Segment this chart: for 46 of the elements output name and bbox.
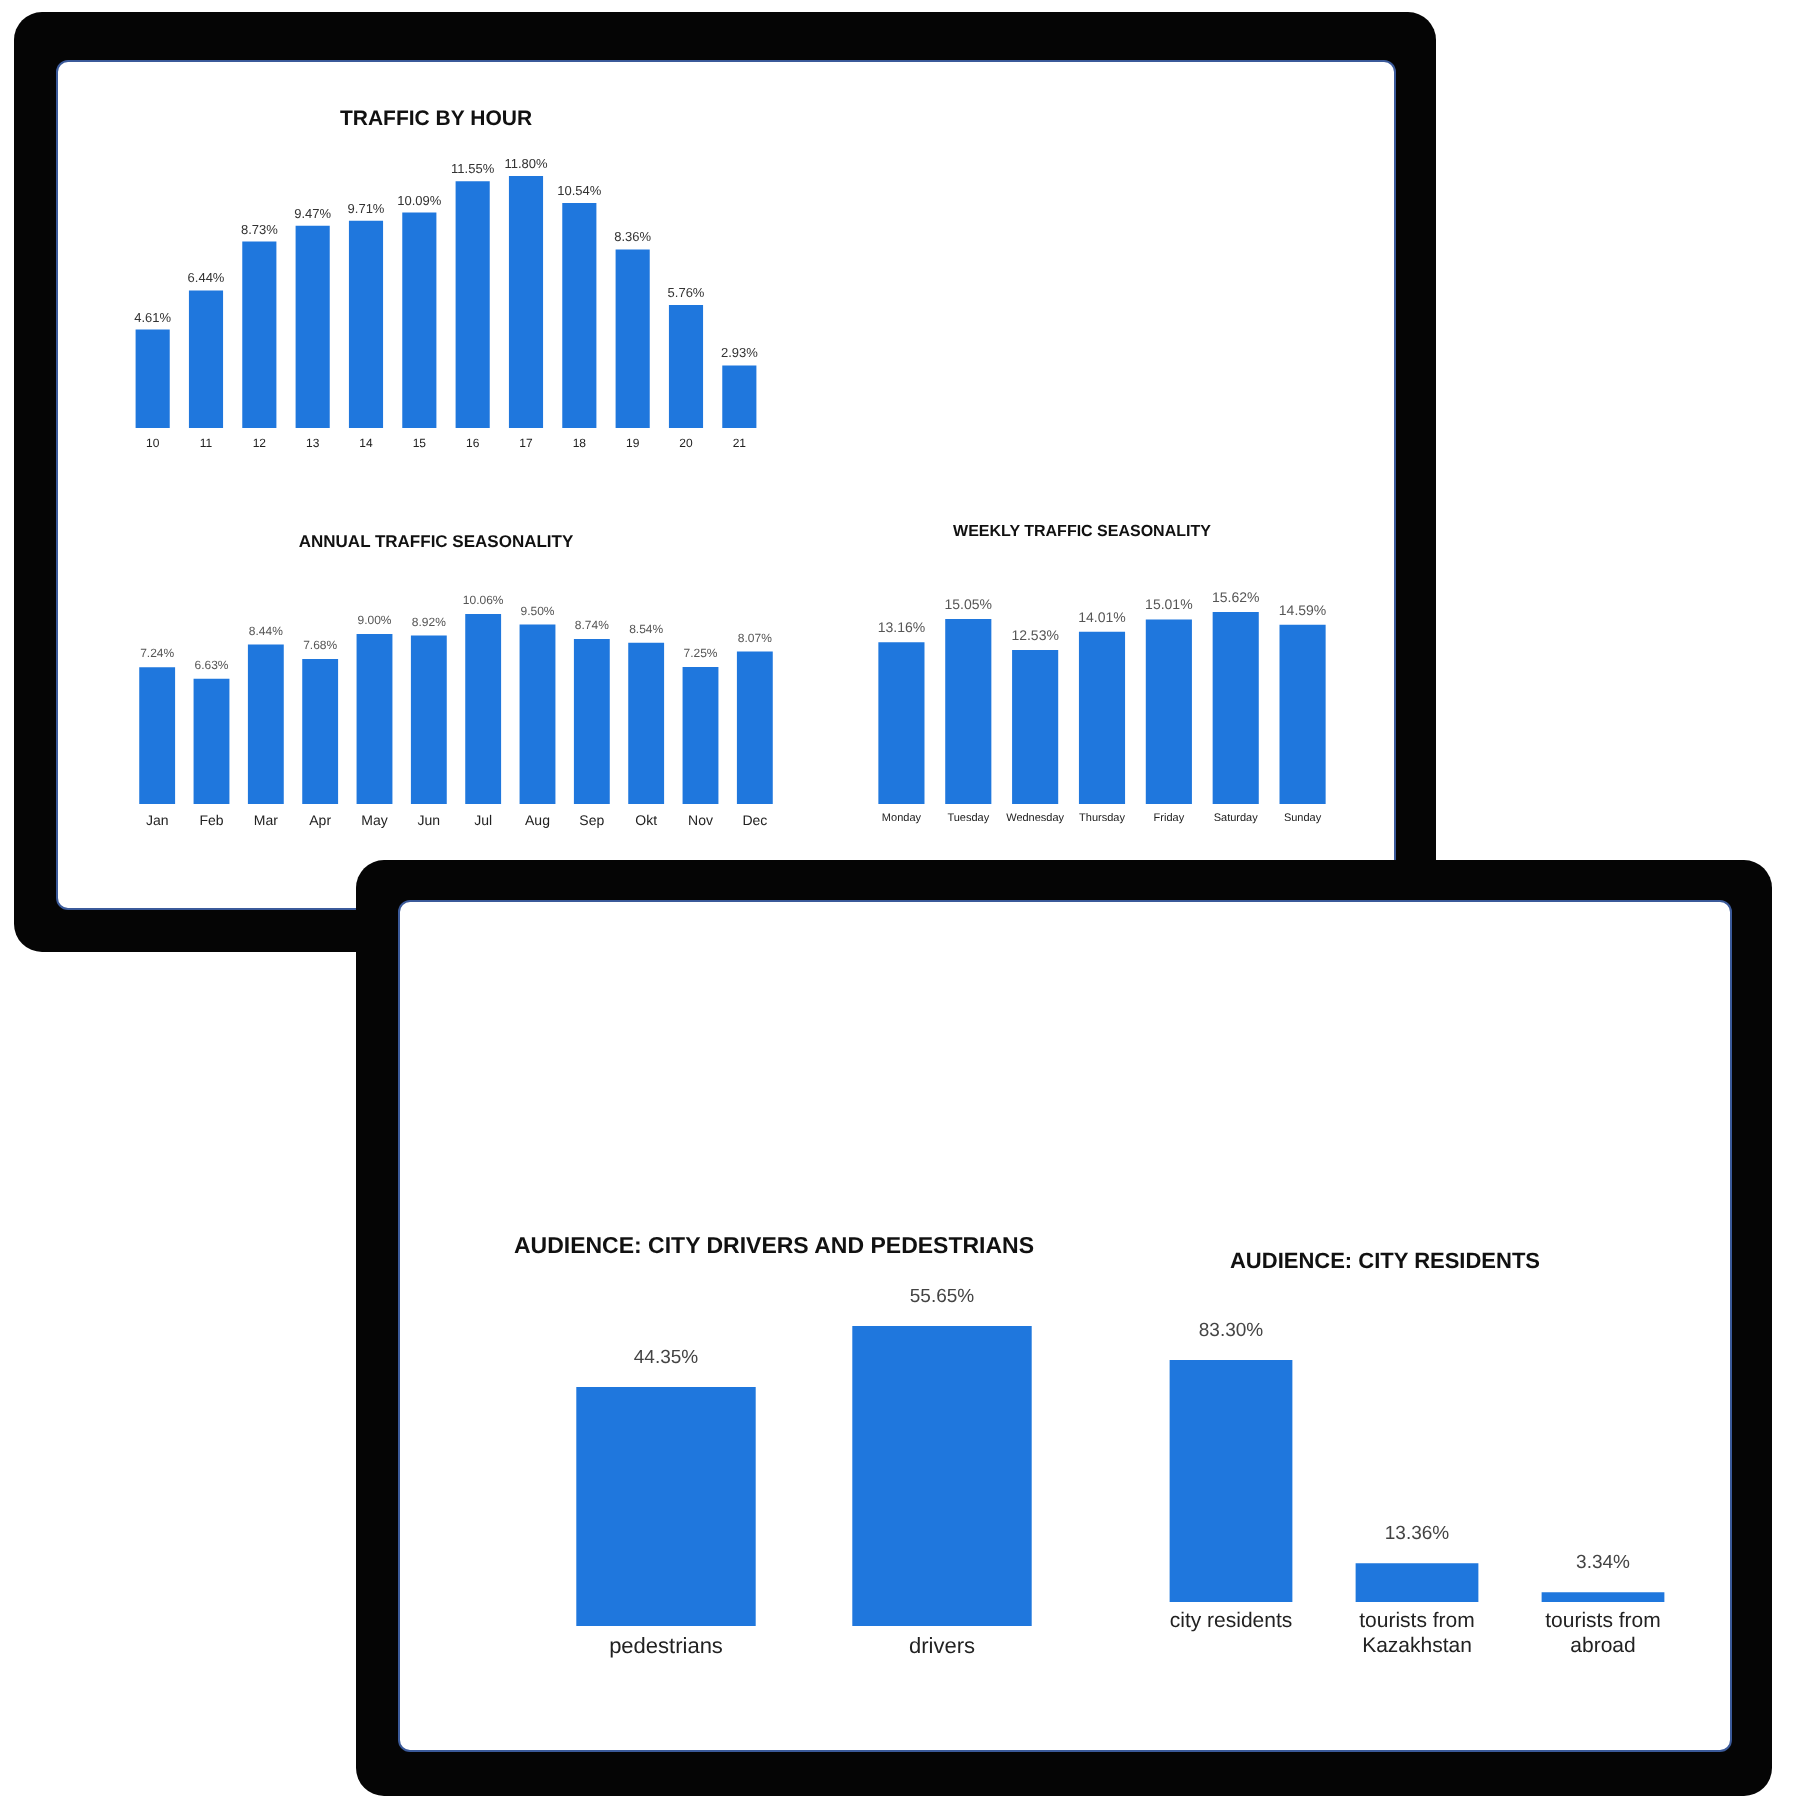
bar <box>1145 619 1192 804</box>
data-label: 44.35% <box>633 1346 700 1369</box>
bar <box>1279 624 1326 804</box>
bar <box>465 614 502 804</box>
bar <box>295 225 330 428</box>
bar <box>945 619 992 804</box>
bar <box>1078 631 1126 804</box>
x-tick-label: drivers <box>908 1635 976 1659</box>
bar <box>410 635 447 804</box>
bar <box>1012 649 1059 804</box>
data-label: 83.30% <box>1198 1320 1265 1342</box>
bar <box>139 667 176 804</box>
bar <box>615 249 650 428</box>
bar <box>508 176 544 428</box>
chart-title: AUDIENCE: CITY DRIVERS AND PEDESTRIANS <box>513 1235 1035 1259</box>
x-tick-label: pedestrians <box>609 1635 724 1659</box>
bar <box>878 642 925 804</box>
bar <box>402 212 437 428</box>
bar <box>722 365 757 428</box>
bar <box>736 651 773 804</box>
bar <box>682 667 719 804</box>
x-tick-label: tourists from Kazakhstan <box>1359 1609 1476 1659</box>
x-tick-label: tourists from abroad <box>1545 1609 1662 1659</box>
bar <box>247 644 284 804</box>
x-tick-label: city residents <box>1169 1609 1293 1633</box>
bar <box>348 220 384 428</box>
bar <box>242 241 277 428</box>
bar <box>302 658 339 804</box>
bar <box>668 304 704 428</box>
bar <box>573 638 610 804</box>
chart-title: AUDIENCE: CITY RESIDENTS <box>1229 1250 1541 1274</box>
bar <box>356 634 393 804</box>
chart-title: TRAFFIC BY HOUR <box>339 107 533 131</box>
data-label: 13.36% <box>1384 1523 1451 1546</box>
bar <box>562 202 597 428</box>
data-label: 55.65% <box>909 1286 976 1308</box>
chart-title: WEEKLY TRAFFIC SEASONALITY <box>953 522 1213 540</box>
bar <box>455 181 490 428</box>
bar <box>519 624 556 804</box>
bar <box>1212 612 1259 804</box>
bar <box>628 642 665 804</box>
bar <box>135 329 170 428</box>
bar <box>188 290 224 428</box>
bar <box>193 678 230 804</box>
chart-title: ANNUAL TRAFFIC SEASONALITY <box>298 531 574 551</box>
data-label: 3.34% <box>1576 1552 1632 1575</box>
